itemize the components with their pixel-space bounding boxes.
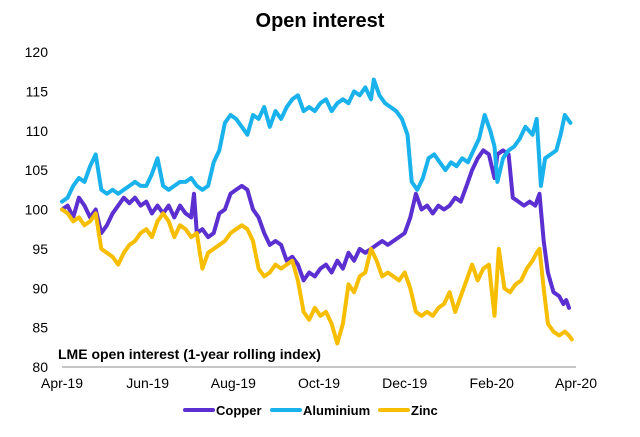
y-tick-label: 95 xyxy=(32,241,48,257)
x-tick-label: Apr-20 xyxy=(555,375,597,391)
y-tick-label: 120 xyxy=(25,44,49,60)
series-line-zinc xyxy=(60,207,574,346)
y-tick-label: 85 xyxy=(32,320,48,336)
y-tick-label: 105 xyxy=(25,162,49,178)
x-axis: Apr-19 Jun-19 Aug-19 Oct-19 Dec-19 Feb-20 Apr-… xyxy=(41,366,597,391)
y-tick-label: 100 xyxy=(25,202,49,218)
series-group xyxy=(60,77,574,346)
legend: Copper Aluminium Zinc xyxy=(183,403,438,418)
y-tick-label: 80 xyxy=(32,359,48,375)
x-tick-label: Aug-19 xyxy=(211,375,256,391)
y-tick-label: 90 xyxy=(32,280,48,296)
series-line-aluminium xyxy=(60,77,573,204)
y-tick-label: 115 xyxy=(26,83,49,99)
legend-label-aluminium: Aluminium xyxy=(303,403,370,418)
y-tick-label: 110 xyxy=(26,123,49,139)
x-tick-label: Feb-20 xyxy=(470,375,515,391)
chart-title: Open interest xyxy=(256,10,385,32)
x-tick-label: Oct-19 xyxy=(298,375,340,391)
y-axis: 80 85 90 95 100 105 110 115 120 xyxy=(25,44,49,375)
legend-label-copper: Copper xyxy=(216,403,262,418)
legend-label-zinc: Zinc xyxy=(411,403,438,418)
x-tick-label: Apr-19 xyxy=(41,375,83,391)
x-tick-label: Dec-19 xyxy=(382,375,427,391)
x-tick-label: Jun-19 xyxy=(126,375,169,391)
chart-annotation: LME open interest (1-year rolling index) xyxy=(58,346,321,362)
